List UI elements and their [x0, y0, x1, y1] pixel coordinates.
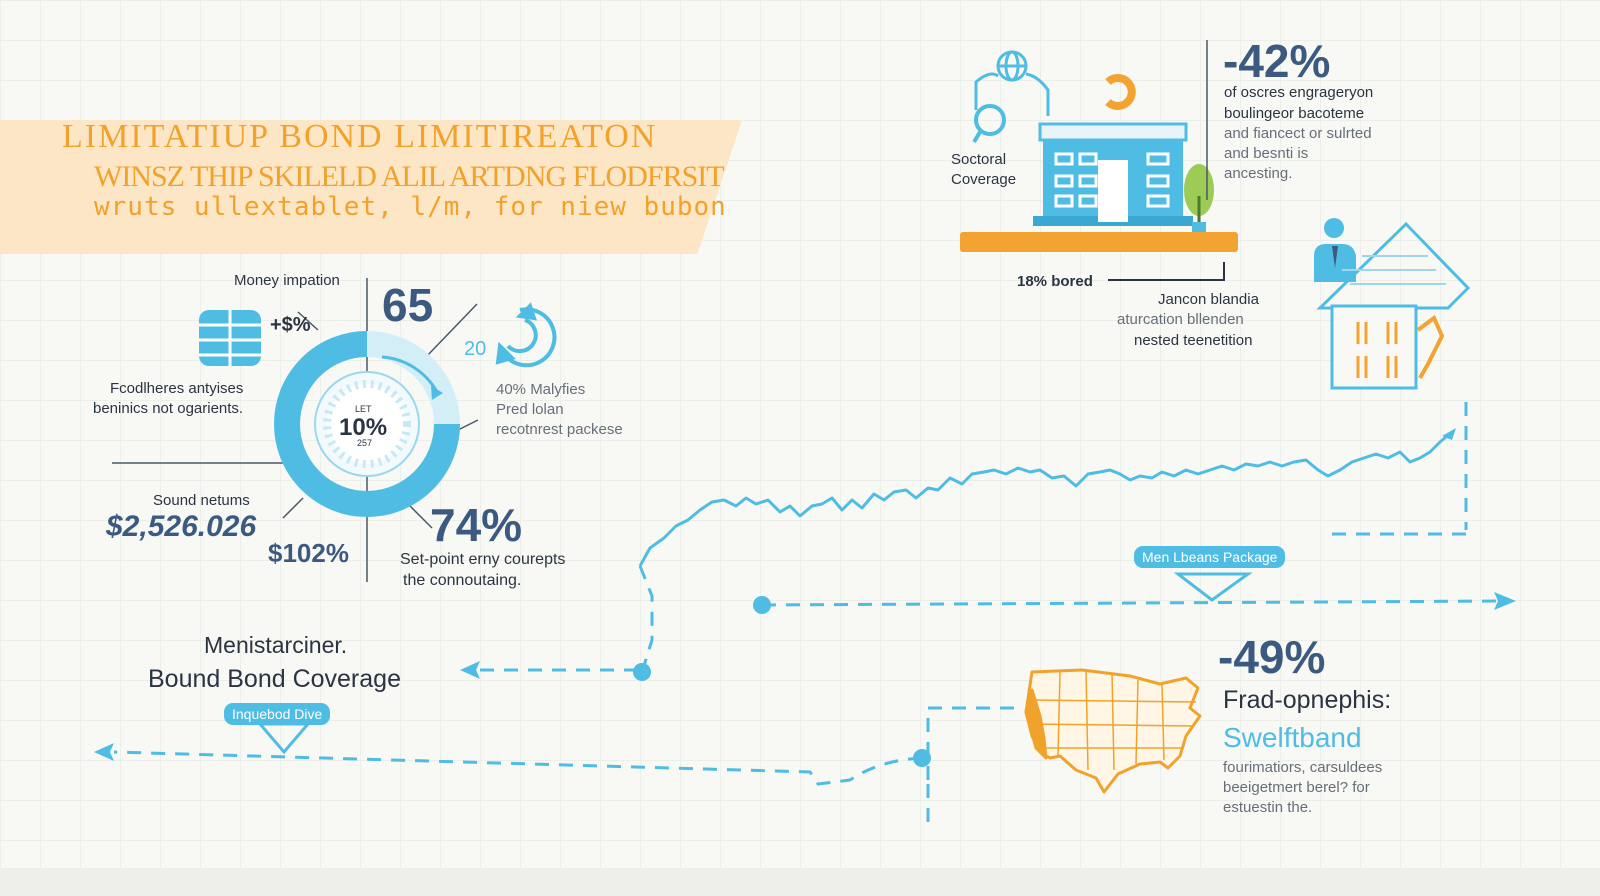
globe-icon [974, 50, 1050, 116]
frad-label: Frad-opnephis: [1223, 686, 1392, 714]
refresh-icon [495, 302, 557, 368]
page-subtitle-secondary: wruts ullextablet, l/m, for niew bubon [94, 192, 727, 222]
neg42-line5: ancesting. [1224, 165, 1293, 182]
plus-percent-label: +$% [270, 314, 311, 336]
food-text-line2: beninics not ogarients. [93, 400, 244, 417]
stat-65: 65 [382, 279, 434, 331]
person-icon [1314, 218, 1356, 282]
usa-map-icon [1024, 668, 1202, 794]
stat-74: 74% [430, 499, 523, 551]
neg42-line4: and besnti is [1224, 145, 1309, 162]
neg42-line3: and fiancect or sulrted [1224, 125, 1372, 142]
pill-pointer [1173, 572, 1253, 602]
menist-line2: Bound Bond Coverage [148, 665, 401, 693]
connector-line [424, 303, 478, 359]
stat-20: 20 [464, 338, 487, 360]
donut-small-label: LET [355, 404, 372, 414]
menist-line1: Menistarciner. [204, 632, 348, 658]
trend-line [638, 430, 1453, 567]
page-subtitle: WINSZ THIP SKILELD ALIL ARTDNG FLODFRSIT [94, 160, 725, 193]
neg42-line1: of oscres engrageryon [1224, 84, 1374, 101]
bored-label: 18% bored [1017, 273, 1093, 290]
swelft-label: Swelftband [1223, 722, 1362, 753]
malyfies-line3: recotnrest packese [496, 421, 623, 438]
frad-line2: beeigetmert berel? for [1223, 779, 1370, 796]
arrowhead-left [460, 661, 480, 679]
pill-pointer [256, 722, 312, 755]
header-banner [0, 120, 742, 254]
malyfies-line1: 40% Malyfies [496, 381, 586, 398]
connector-line [297, 311, 319, 331]
sound-label: Sound netums [153, 492, 250, 509]
jancon-line1: Jancon blandia [1158, 291, 1259, 308]
bottom-band [0, 868, 1600, 896]
node-dot [913, 749, 931, 767]
jancon-line2: aturcation bllenden [1117, 311, 1244, 328]
node-dot [753, 596, 771, 614]
malyfies-line2: Pred lolan [496, 401, 564, 418]
stat-102: $102% [268, 538, 349, 568]
men-package-pill: Men Lbeans Package [1134, 546, 1286, 568]
donut-percent: 10% [339, 414, 388, 441]
stat-neg49: -49% [1218, 631, 1326, 683]
connector-line [282, 497, 304, 519]
trend-arrowhead [1442, 428, 1456, 440]
arrowhead-left [94, 743, 114, 761]
donut-chart [274, 331, 460, 517]
inquebod-pill: Inquebod Dive [224, 703, 331, 725]
magnifier-icon [972, 104, 1006, 144]
sectoral-line1: Soctoral [951, 151, 1007, 168]
frad-line3: estuestin the. [1223, 799, 1313, 816]
node-dot [633, 663, 651, 681]
bored-callout-line [1108, 262, 1225, 281]
money-label: Money impation [234, 272, 340, 289]
database-icon [199, 310, 261, 366]
neg42-line2: boulingeor bacoteme [1224, 105, 1365, 122]
jancon-line3: nested teenetition [1134, 332, 1253, 349]
arrowhead-right [1494, 592, 1516, 610]
sectoral-line2: Coverage [951, 171, 1017, 188]
frad-line1: fourimatiors, carsuldees [1223, 759, 1383, 776]
donut-sub-label: 257 [357, 438, 373, 448]
house-icon [1316, 221, 1471, 390]
building-icon [960, 74, 1238, 252]
sound-value: $2,526.026 [106, 510, 257, 543]
food-text-line1: Fcodlheres antyises [110, 380, 244, 397]
setpoint-line1: Set-point erny courepts [400, 551, 566, 568]
stat-neg42: -42% [1223, 35, 1331, 87]
page-title: LIMITATIUP BOND LIMITIREATON [62, 118, 658, 155]
setpoint-line2: the connoutaing. [403, 572, 522, 589]
